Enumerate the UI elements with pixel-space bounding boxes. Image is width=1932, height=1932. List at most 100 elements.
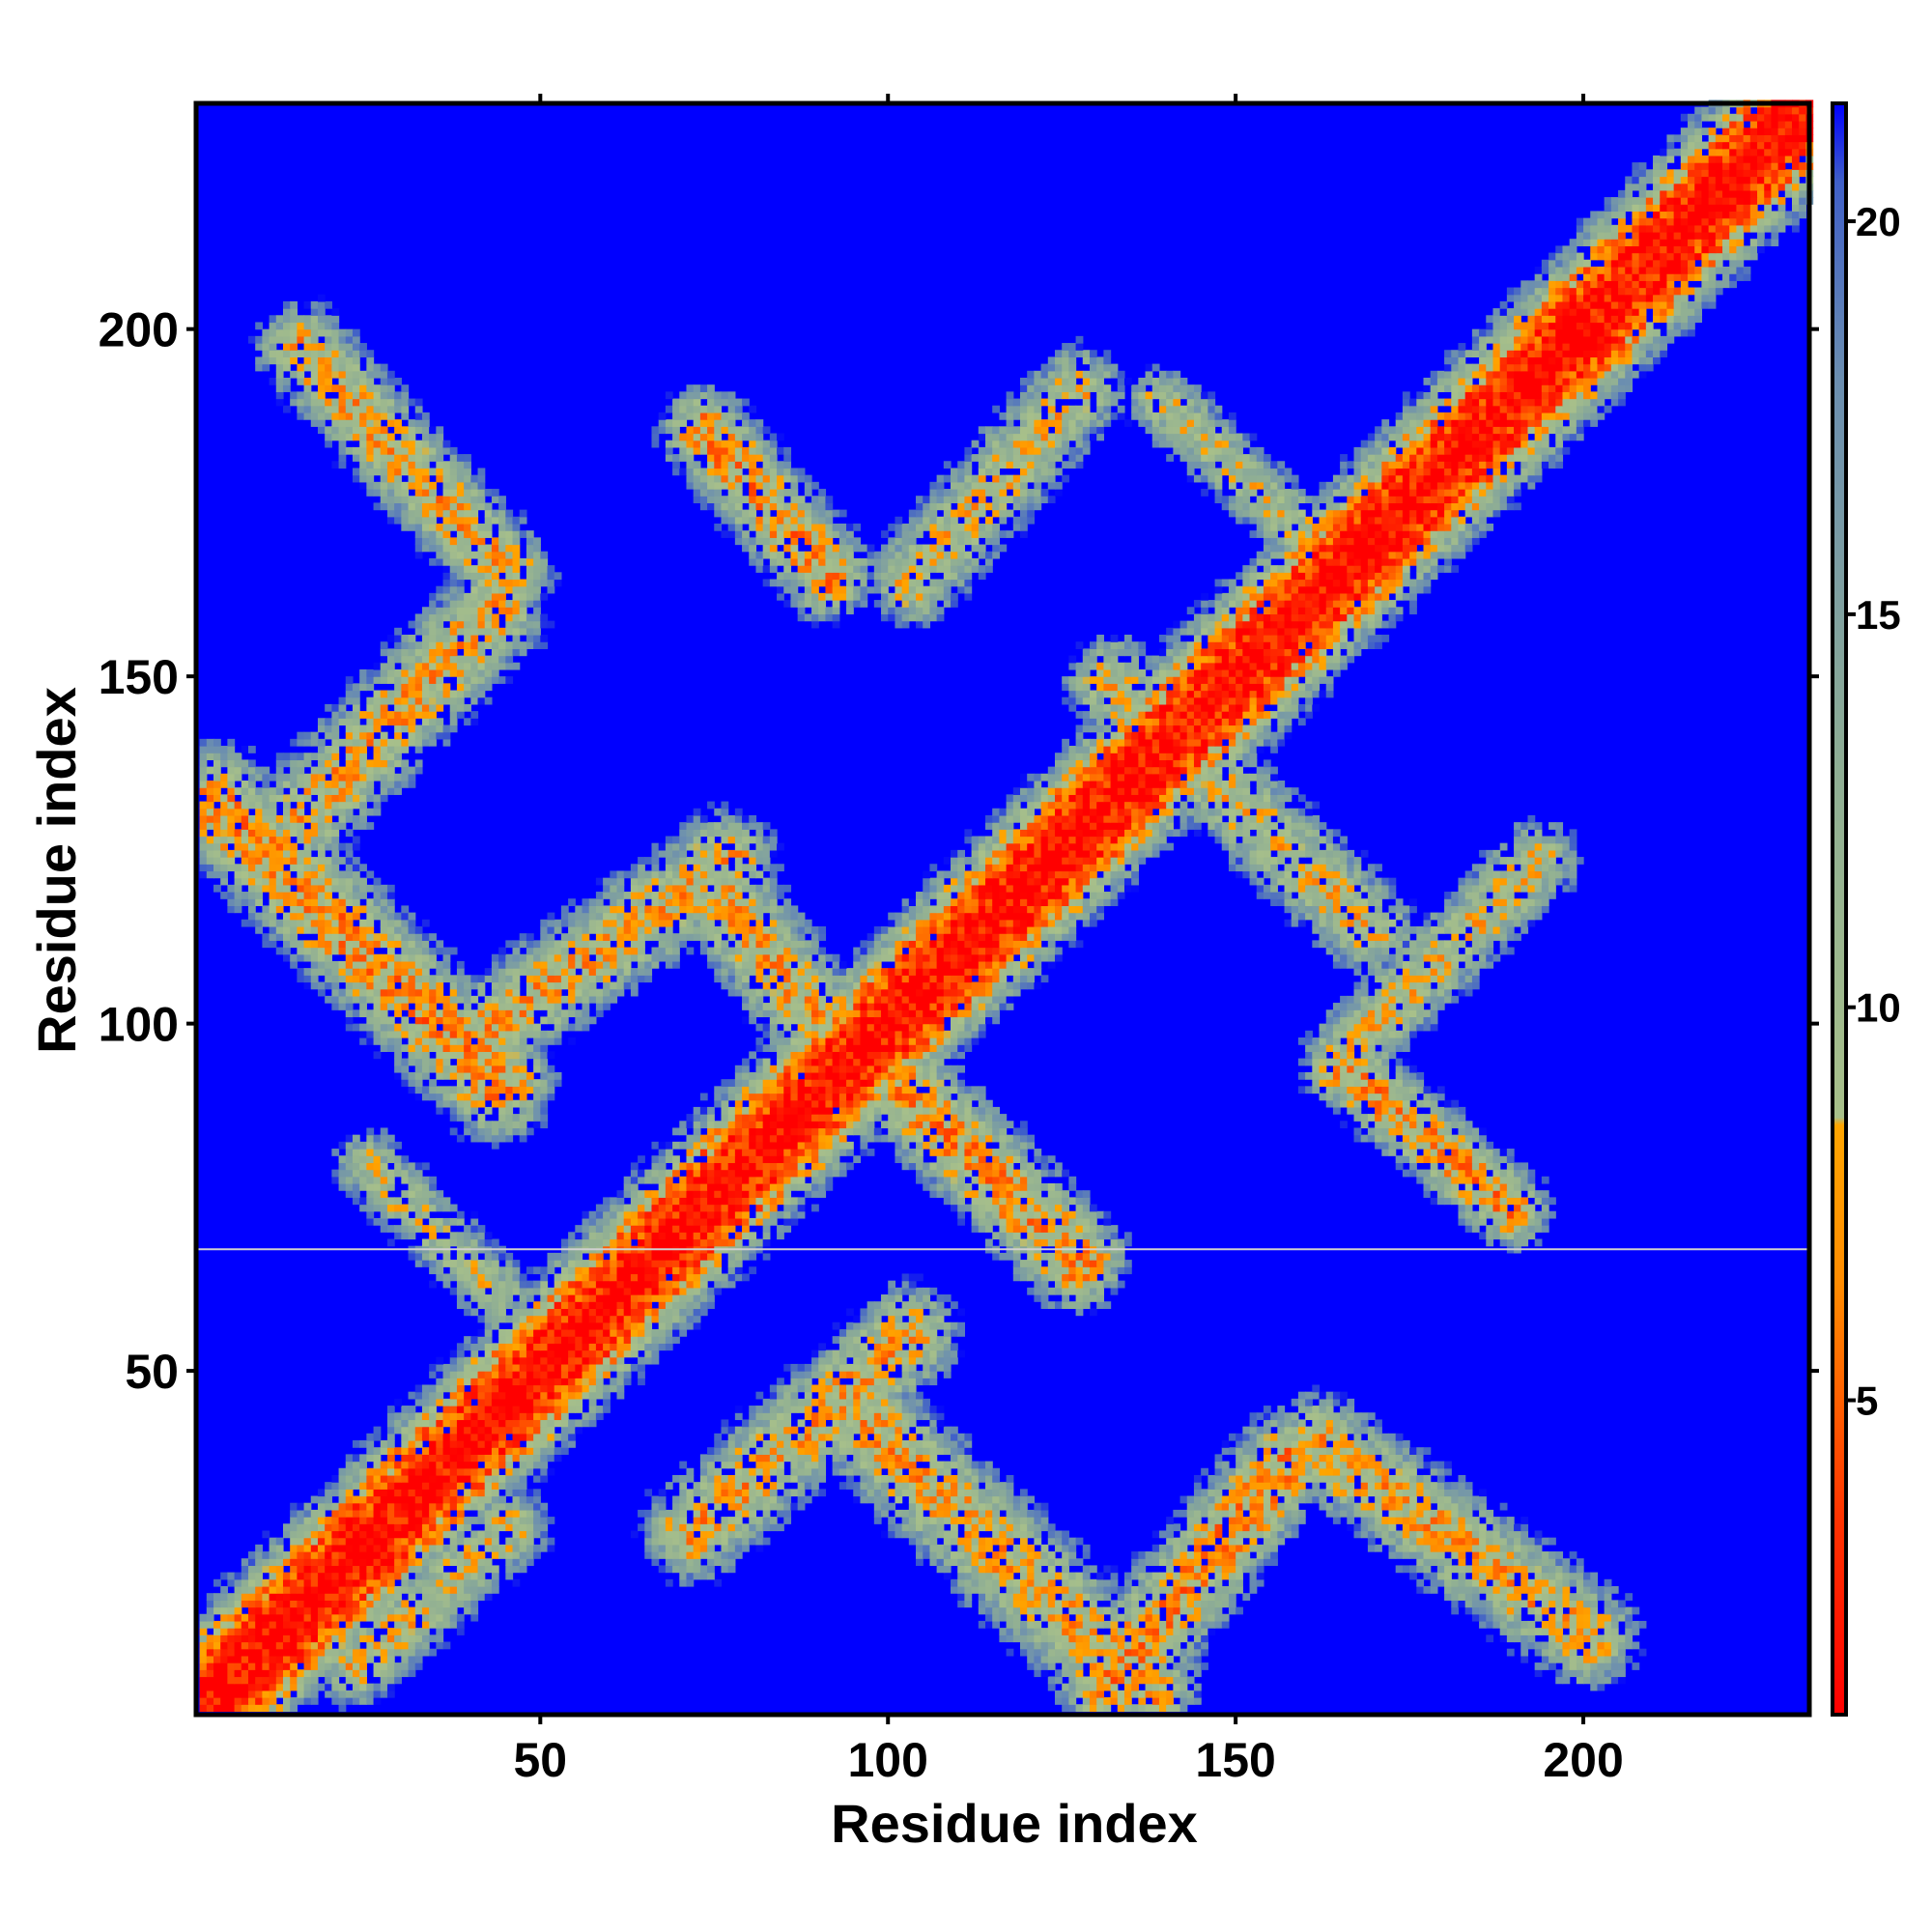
heatmap-cell xyxy=(436,1578,444,1587)
heatmap-cell xyxy=(1249,1537,1258,1546)
heatmap-cell xyxy=(1228,1544,1236,1552)
heatmap-cell xyxy=(1625,1641,1634,1650)
heatmap-cell xyxy=(1179,1585,1188,1594)
heatmap-cell xyxy=(213,1606,221,1615)
heatmap-cell xyxy=(610,1280,618,1289)
heatmap-cell xyxy=(811,1426,819,1435)
heatmap-cell xyxy=(1534,1544,1543,1552)
heatmap-cell xyxy=(491,1287,499,1295)
heatmap-cell xyxy=(436,1495,444,1504)
heatmap-cell xyxy=(366,1606,375,1615)
heatmap-cell xyxy=(686,1266,695,1275)
heatmap-cell xyxy=(1047,1565,1056,1574)
heatmap-cell xyxy=(199,1697,208,1705)
heatmap-cell xyxy=(464,1426,471,1435)
heatmap-cell xyxy=(1193,1628,1202,1635)
heatmap-cell xyxy=(317,1544,326,1552)
heatmap-cell xyxy=(1291,1447,1299,1455)
heatmap-cell xyxy=(1597,1641,1605,1650)
heatmap-cell xyxy=(1541,1648,1549,1657)
heatmap-cell xyxy=(742,1544,750,1552)
heatmap-cell xyxy=(408,1662,416,1670)
heatmap-cell xyxy=(762,1495,771,1504)
heatmap-cell xyxy=(255,1690,263,1698)
heatmap-cell xyxy=(1173,1537,1181,1546)
heatmap-cell xyxy=(1492,1565,1501,1574)
heatmap-cell xyxy=(881,1308,889,1317)
heatmap-cell xyxy=(686,1544,695,1552)
heatmap-cell xyxy=(783,1384,792,1393)
heatmap-cell xyxy=(582,1260,590,1267)
heatmap-cell xyxy=(540,1287,549,1295)
heatmap-cell xyxy=(470,1280,479,1289)
heatmap-cell xyxy=(554,1398,562,1406)
heatmap-cell xyxy=(1548,1537,1556,1546)
heatmap-cell xyxy=(352,1565,360,1574)
heatmap-cell xyxy=(1082,1593,1091,1601)
heatmap-cell xyxy=(1062,1266,1069,1275)
heatmap-cell xyxy=(575,1378,583,1386)
heatmap-cell xyxy=(644,1350,653,1358)
heatmap-cell xyxy=(1145,1683,1153,1691)
heatmap-cell xyxy=(727,1238,736,1247)
heatmap-cell xyxy=(727,1558,736,1567)
heatmap-cell xyxy=(1062,1697,1069,1705)
heatmap-cell xyxy=(456,1454,465,1463)
heatmap-cell xyxy=(951,1482,958,1490)
heatmap-cell xyxy=(449,1412,458,1421)
heatmap-cell xyxy=(1131,1634,1139,1643)
heatmap-cell xyxy=(477,1371,486,1378)
heatmap-cell xyxy=(762,1467,771,1476)
heatmap-cell xyxy=(359,1683,367,1691)
heatmap-cell xyxy=(1520,1517,1529,1524)
heatmap-cell xyxy=(421,1495,437,1504)
heatmap-cell xyxy=(1249,1419,1258,1428)
heatmap-cell xyxy=(512,1371,521,1378)
heatmap-cell xyxy=(1249,1585,1258,1594)
heatmap-cell xyxy=(1367,1454,1376,1463)
heatmap-cell xyxy=(1012,1585,1021,1594)
heatmap-cell xyxy=(1089,1308,1097,1317)
heatmap-cell xyxy=(943,1371,952,1378)
heatmap-cell xyxy=(971,1502,980,1511)
heatmap-cell xyxy=(269,1655,277,1663)
heatmap-cell xyxy=(1228,1572,1236,1580)
heatmap-cell xyxy=(352,1578,360,1587)
heatmap-cell xyxy=(1297,1447,1306,1455)
heatmap-cell xyxy=(1325,1489,1334,1497)
heatmap-cell xyxy=(1305,1406,1313,1413)
heatmap-cell xyxy=(470,1578,479,1587)
heatmap-cell xyxy=(560,1308,569,1317)
heatmap-cell xyxy=(658,1523,667,1532)
heatmap-cell xyxy=(1263,1489,1271,1497)
heatmap-cell xyxy=(873,1356,882,1365)
heatmap-cell xyxy=(929,1301,938,1310)
heatmap-cell xyxy=(1096,1669,1104,1678)
heatmap-cell xyxy=(1416,1502,1425,1511)
heatmap-cell xyxy=(923,1371,931,1378)
heatmap-cell xyxy=(951,1440,958,1448)
heatmap-cell xyxy=(575,1406,583,1413)
heatmap-cell xyxy=(582,1238,590,1247)
heatmap-cell xyxy=(755,1391,764,1400)
heatmap-cell xyxy=(505,1252,514,1261)
heatmap-cell xyxy=(1193,1495,1202,1504)
heatmap-cell xyxy=(1562,1620,1571,1629)
heatmap-cell xyxy=(345,1600,354,1608)
heatmap-cell xyxy=(1186,1572,1195,1580)
heatmap-cell xyxy=(1562,1655,1571,1663)
heatmap-cell xyxy=(401,1502,410,1511)
heatmap-cell xyxy=(449,1467,458,1476)
heatmap-cell xyxy=(1047,1606,1056,1615)
heatmap-cell xyxy=(1416,1537,1425,1546)
heatmap-cell xyxy=(1409,1565,1417,1574)
heatmap-cell xyxy=(477,1336,486,1344)
heatmap-cell xyxy=(693,1537,701,1546)
heatmap-cell xyxy=(1367,1482,1376,1490)
heatmap-cell xyxy=(386,1433,395,1441)
heatmap-cell xyxy=(505,1343,514,1351)
heatmap-cell xyxy=(275,1537,284,1546)
heatmap-cell xyxy=(638,1260,645,1267)
heatmap-cell xyxy=(679,1565,688,1574)
heatmap-cell xyxy=(1068,1600,1077,1608)
